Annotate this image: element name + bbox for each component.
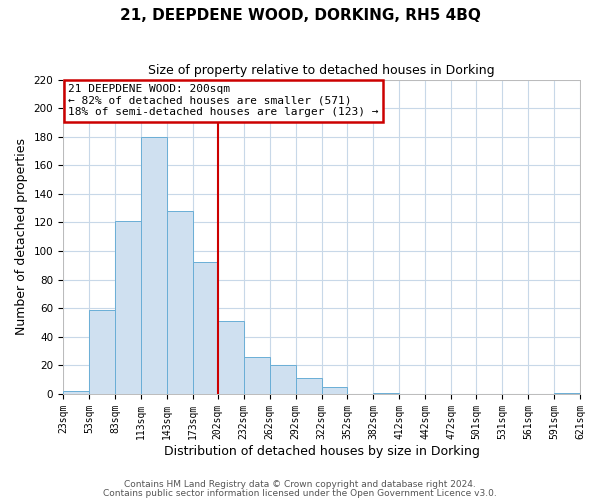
Bar <box>373 392 400 394</box>
Bar <box>296 378 322 394</box>
Bar <box>141 136 167 394</box>
Text: 21, DEEPDENE WOOD, DORKING, RH5 4BQ: 21, DEEPDENE WOOD, DORKING, RH5 4BQ <box>119 8 481 22</box>
Bar <box>554 392 580 394</box>
Text: Contains HM Land Registry data © Crown copyright and database right 2024.: Contains HM Land Registry data © Crown c… <box>124 480 476 489</box>
Bar <box>89 310 115 394</box>
Bar <box>269 366 296 394</box>
X-axis label: Distribution of detached houses by size in Dorking: Distribution of detached houses by size … <box>164 444 479 458</box>
Bar <box>322 387 347 394</box>
Bar <box>193 262 218 394</box>
Y-axis label: Number of detached properties: Number of detached properties <box>15 138 28 336</box>
Text: 21 DEEPDENE WOOD: 200sqm
← 82% of detached houses are smaller (571)
18% of semi-: 21 DEEPDENE WOOD: 200sqm ← 82% of detach… <box>68 84 379 117</box>
Bar <box>167 211 193 394</box>
Bar <box>244 357 269 394</box>
Bar <box>63 391 89 394</box>
Bar <box>218 321 244 394</box>
Bar <box>115 221 141 394</box>
Title: Size of property relative to detached houses in Dorking: Size of property relative to detached ho… <box>148 64 495 77</box>
Text: Contains public sector information licensed under the Open Government Licence v3: Contains public sector information licen… <box>103 489 497 498</box>
